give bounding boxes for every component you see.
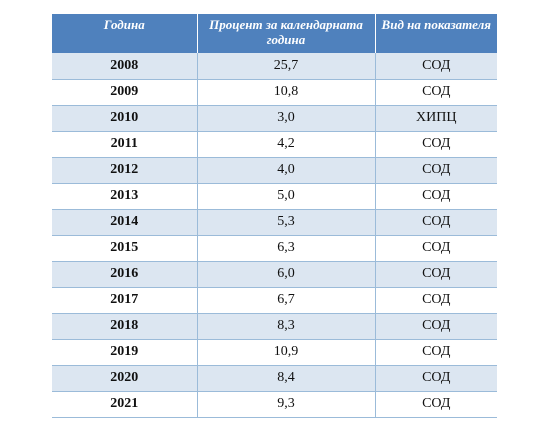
indicator-type-cell: СОД: [375, 53, 497, 80]
year-cell: 2010: [52, 105, 198, 132]
percent-cell: 8,4: [197, 365, 376, 392]
indicator-type-cell: СОД: [375, 235, 497, 262]
percent-cell: 6,7: [197, 287, 376, 314]
percent-cell: 4,0: [197, 157, 376, 184]
table-row: 2021 9,3 СОД: [52, 391, 497, 418]
header-year: Година: [52, 14, 198, 53]
header-indicator-type: Вид на показателя: [375, 14, 497, 53]
table-row: 2018 8,3 СОД: [52, 313, 497, 340]
indicator-type-cell: СОД: [375, 339, 497, 366]
percent-cell: 6,0: [197, 261, 376, 288]
percent-cell: 5,0: [197, 183, 376, 210]
year-cell: 2021: [52, 391, 198, 418]
table-row: 2010 3,0 ХИПЦ: [52, 105, 497, 132]
percent-cell: 5,3: [197, 209, 376, 236]
indicator-type-cell: СОД: [375, 391, 497, 418]
indicator-type-cell: СОД: [375, 209, 497, 236]
percent-cell: 4,2: [197, 131, 376, 158]
year-cell: 2018: [52, 313, 198, 340]
table-row: 2014 5,3 СОД: [52, 209, 497, 236]
indicator-type-cell: СОД: [375, 365, 497, 392]
percent-cell: 6,3: [197, 235, 376, 262]
year-cell: 2014: [52, 209, 198, 236]
percent-cell: 10,9: [197, 339, 376, 366]
table-row: 2011 4,2 СОД: [52, 131, 497, 158]
indicator-type-cell: ХИПЦ: [375, 105, 497, 132]
year-cell: 2013: [52, 183, 198, 210]
table-row: 2015 6,3 СОД: [52, 235, 497, 262]
data-table: Година Процент за календарната година Ви…: [52, 14, 497, 418]
year-cell: 2020: [52, 365, 198, 392]
year-cell: 2008: [52, 53, 198, 80]
table-row: 2016 6,0 СОД: [52, 261, 497, 288]
year-cell: 2017: [52, 287, 198, 314]
header-percent: Процент за календарната година: [197, 14, 376, 53]
data-table-container: Година Процент за календарната година Ви…: [52, 14, 497, 418]
indicator-type-cell: СОД: [375, 183, 497, 210]
year-cell: 2015: [52, 235, 198, 262]
indicator-type-cell: СОД: [375, 287, 497, 314]
table-row: 2013 5,0 СОД: [52, 183, 497, 210]
indicator-type-cell: СОД: [375, 261, 497, 288]
table-body: 2008 25,7 СОД 2009 10,8 СОД 2010 3,0 ХИПЦ 2011 4,2…: [52, 53, 497, 418]
table-row: 2008 25,7 СОД: [52, 53, 497, 80]
table-row: 2009 10,8 СОД: [52, 79, 497, 106]
percent-cell: 10,8: [197, 79, 376, 106]
year-cell: 2019: [52, 339, 198, 366]
percent-cell: 25,7: [197, 53, 376, 80]
indicator-type-cell: СОД: [375, 79, 497, 106]
year-cell: 2009: [52, 79, 198, 106]
header-row: Година Процент за календарната година Ви…: [52, 14, 497, 53]
percent-cell: 8,3: [197, 313, 376, 340]
indicator-type-cell: СОД: [375, 131, 497, 158]
table-row: 2019 10,9 СОД: [52, 339, 497, 366]
table-row: 2012 4,0 СОД: [52, 157, 497, 184]
percent-cell: 3,0: [197, 105, 376, 132]
table-row: 2017 6,7 СОД: [52, 287, 497, 314]
table-row: 2020 8,4 СОД: [52, 365, 497, 392]
indicator-type-cell: СОД: [375, 313, 497, 340]
indicator-type-cell: СОД: [375, 157, 497, 184]
year-cell: 2011: [52, 131, 198, 158]
percent-cell: 9,3: [197, 391, 376, 418]
year-cell: 2016: [52, 261, 198, 288]
year-cell: 2012: [52, 157, 198, 184]
